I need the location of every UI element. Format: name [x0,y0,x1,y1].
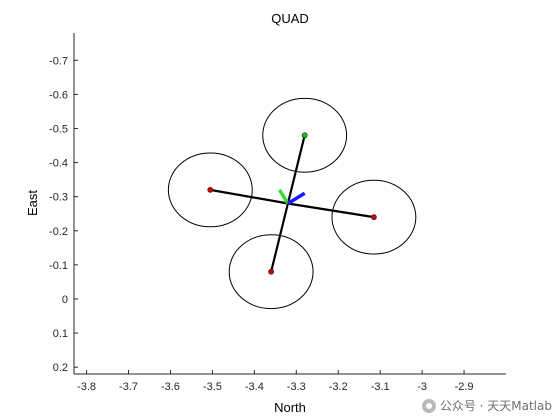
y-tick-label: 0.2 [53,362,68,374]
quad-arm [287,202,375,219]
axes-box [73,33,506,375]
x-tick-label: -3.4 [245,381,264,393]
x-tick-label: -3.8 [77,381,96,393]
x-axis-label: North [274,400,306,415]
arm-tip-marker [370,214,377,221]
x-tick-label: -2.9 [455,381,474,393]
y-tick-label: 0 [62,294,68,306]
quad-arm [286,135,306,204]
x-tick-label: -3 [417,381,427,393]
watermark-text: 公众号 · 天天Matlab [439,399,552,413]
y-tick-label: -0.7 [49,55,68,67]
quad-arm [210,188,289,205]
watermark: 公众号 · 天天Matlab [421,397,552,414]
rotor-circles [167,97,417,310]
x-ticks: -3.8 -3.7 -3.6 -3.5 -3.4 -3.3 -3.2 -3.1 -3 -2.9 [77,370,474,393]
x-tick-label: -3.1 [371,381,390,393]
rotor-circle [262,97,348,173]
wechat-icon [421,398,436,413]
y-tick-label: -0.6 [49,89,68,101]
y-ticks: -0.7 -0.6 -0.5 -0.4 -0.3 -0.2 -0.1 0 0.1 0.2 [49,55,78,374]
quad-arms [210,135,375,272]
chart-title: QUAD [271,11,309,26]
rotor-circle [228,234,314,310]
body-axis-line [286,191,306,205]
rotor-circle [167,152,253,228]
y-tick-label: -0.2 [49,226,68,238]
quad-arm [270,203,289,272]
x-tick-label: -3.2 [329,381,348,393]
body-axes [278,188,306,205]
y-axis-label: East [25,190,40,216]
arm-tip-marker [268,268,275,275]
arm-tip-marker [301,132,308,139]
y-tick-label: -0.1 [49,260,68,272]
body-axis-line [278,188,290,205]
arm-tip-marker [207,186,214,193]
x-tick-label: -3.3 [287,381,306,393]
y-tick-label: 0.1 [53,328,68,340]
y-tick-label: -0.4 [49,158,68,170]
arm-tip-markers [207,132,377,275]
rotor-circle [331,179,417,255]
x-tick-label: -3.6 [161,381,180,393]
y-tick-label: -0.5 [49,123,68,135]
x-tick-label: -3.7 [119,381,138,393]
x-tick-label: -3.5 [203,381,222,393]
y-tick-label: -0.3 [49,192,68,204]
